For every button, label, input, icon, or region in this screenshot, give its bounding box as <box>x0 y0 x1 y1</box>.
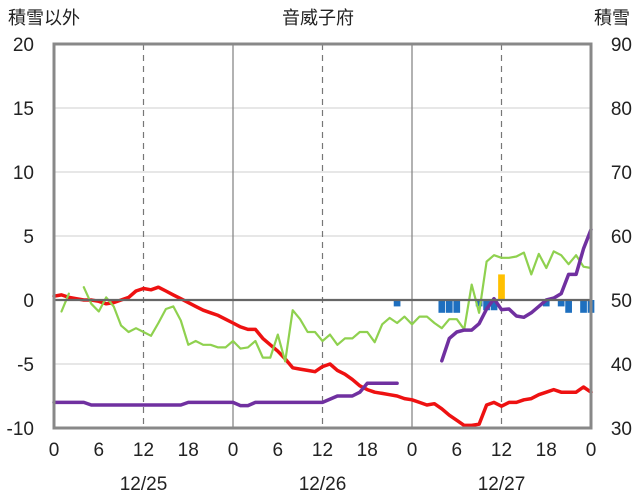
series-line <box>60 292 71 313</box>
chart-title: 音威子府 <box>282 8 354 28</box>
y-left-tick-label: 15 <box>13 99 34 120</box>
line-series <box>52 227 593 428</box>
x-tick-label: 12 <box>133 440 154 461</box>
precip-bar <box>475 300 483 307</box>
y-right-tick-label: 40 <box>611 355 632 376</box>
y-left-tick-label: 10 <box>13 163 34 184</box>
precip-bar <box>565 300 572 313</box>
precip-bar <box>483 300 490 311</box>
x-date-label: 12/27 <box>478 474 526 495</box>
x-tick-label: 12 <box>312 440 333 461</box>
x-tick-label: 6 <box>93 440 104 461</box>
y-right-tick-label: 60 <box>611 227 632 248</box>
x-tick-label: 6 <box>272 440 283 461</box>
y-left-tick-label: -10 <box>7 419 34 440</box>
y-left-tick-label: 0 <box>23 291 34 312</box>
x-tick-label: 18 <box>357 440 378 461</box>
series-line <box>440 227 593 363</box>
y-left-tick-label: -5 <box>17 355 34 376</box>
x-tick-label: 18 <box>178 440 199 461</box>
series-line <box>52 381 399 408</box>
precip-bar <box>438 300 446 313</box>
precip-bar <box>445 300 453 313</box>
y-right-tick-label: 70 <box>611 163 632 184</box>
y-left-tick-label: 20 <box>13 35 34 56</box>
x-date-label: 12/25 <box>120 474 168 495</box>
precip-bar <box>490 300 498 311</box>
y-right-tick-label: 80 <box>611 99 632 120</box>
y-left-tick-label: 5 <box>23 227 34 248</box>
right-axis-label: 積雪 <box>594 8 630 28</box>
x-tick-label: 6 <box>451 440 462 461</box>
precip-bar <box>393 300 401 307</box>
plot-border <box>52 42 593 430</box>
plot-frame <box>52 42 593 430</box>
left-axis-label: 積雪以外 <box>8 8 80 28</box>
chart-title-group: 積雪以外 音威子府 積雪 <box>8 8 630 28</box>
precip-bar <box>542 300 550 307</box>
series-line <box>52 285 593 428</box>
gridlines <box>54 43 591 429</box>
precip-bar <box>557 300 565 307</box>
precip-bar <box>498 274 505 300</box>
x-tick-label: 18 <box>536 440 557 461</box>
precip-bar <box>580 300 587 313</box>
y-right-tick-label: 30 <box>611 419 632 440</box>
x-tick-label: 0 <box>407 440 418 461</box>
series-line <box>82 250 593 363</box>
x-date-label: 12/26 <box>299 474 347 495</box>
x-tick-label: 0 <box>586 440 597 461</box>
precip-bar <box>453 300 461 313</box>
y-right-tick-label: 50 <box>611 291 632 312</box>
x-tick-label: 0 <box>49 440 60 461</box>
bar-series <box>393 274 595 313</box>
x-tick-label: 12 <box>491 440 512 461</box>
y-right-tick-label: 90 <box>611 35 632 56</box>
x-tick-label: 0 <box>228 440 239 461</box>
